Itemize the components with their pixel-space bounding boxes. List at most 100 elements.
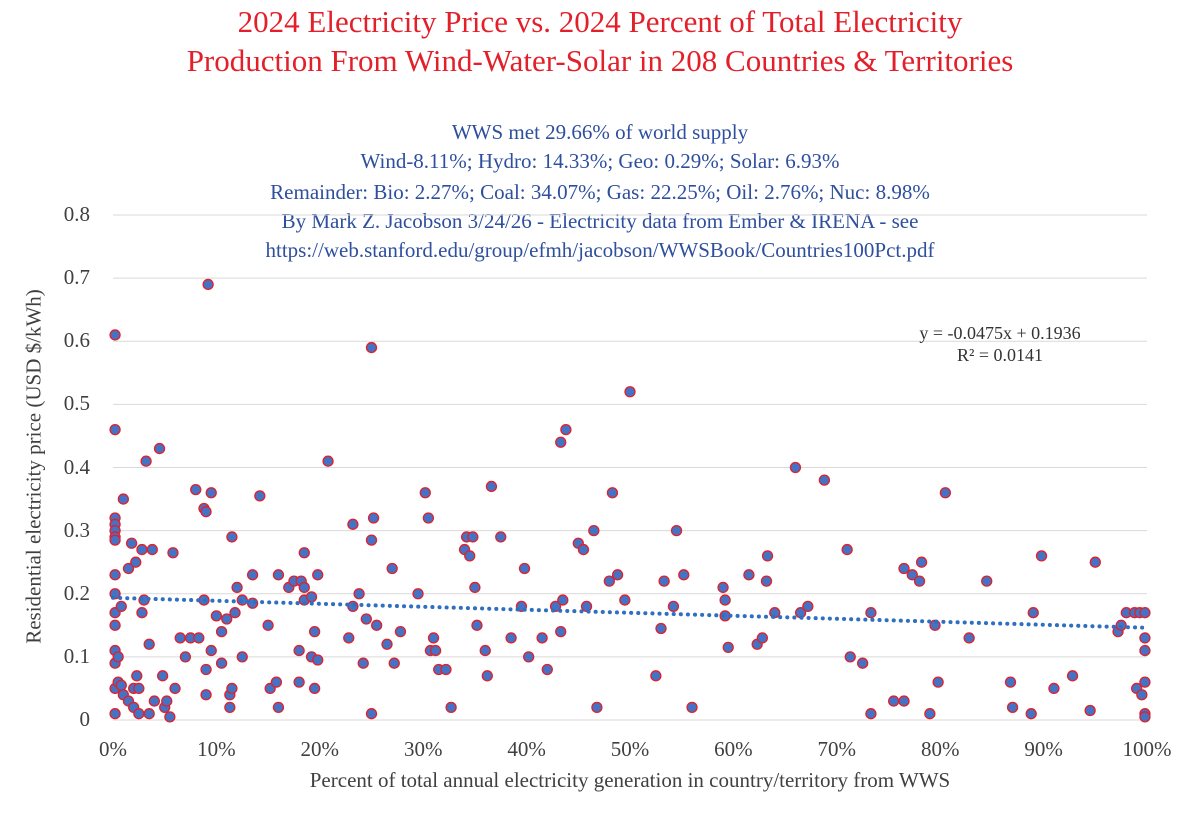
data-point-153 xyxy=(678,569,690,581)
data-point-102 xyxy=(367,512,380,524)
data-point-147 xyxy=(624,386,636,398)
data-point-136 xyxy=(557,594,569,606)
data-point-123 xyxy=(479,644,491,657)
chart-title-line-1: 2024 Electricity Price vs. 2024 Percent … xyxy=(237,4,963,39)
data-point-31 xyxy=(136,607,148,619)
data-point-67 xyxy=(231,581,243,594)
data-point-1 xyxy=(109,423,121,436)
data-point-112 xyxy=(427,632,440,644)
x-tick-label-6: 60% xyxy=(714,737,753,761)
data-point-151 xyxy=(667,600,680,613)
data-point-125 xyxy=(485,480,498,493)
data-point-126 xyxy=(495,531,507,543)
data-point-105 xyxy=(386,562,398,575)
data-point-116 xyxy=(445,701,457,714)
data-point-100 xyxy=(365,708,378,720)
data-point-28 xyxy=(133,682,145,695)
data-point-81 xyxy=(293,676,305,688)
data-point-135 xyxy=(555,625,567,638)
data-point-163 xyxy=(761,550,774,562)
data-point-188 xyxy=(1025,708,1037,720)
data-point-113 xyxy=(429,644,442,657)
data-point-106 xyxy=(388,657,400,669)
data-point-0 xyxy=(109,329,121,341)
x-tick-label-8: 80% xyxy=(920,737,960,761)
x-tick-label-0: 0% xyxy=(99,737,127,761)
chart-title-line-2: Production From Wind-Water-Solar in 208 … xyxy=(186,43,1014,78)
data-point-142 xyxy=(591,701,603,714)
data-point-207 xyxy=(1139,711,1151,723)
data-point-61 xyxy=(221,613,233,625)
data-point-109 xyxy=(419,487,431,499)
data-point-53 xyxy=(200,663,212,676)
data-point-16 xyxy=(112,651,124,663)
data-point-93 xyxy=(343,632,355,644)
data-point-193 xyxy=(1084,704,1096,717)
data-point-92 xyxy=(322,455,334,467)
data-point-161 xyxy=(756,632,769,644)
data-point-132 xyxy=(541,663,553,676)
data-point-95 xyxy=(347,600,359,613)
data-point-148 xyxy=(650,670,662,682)
data-point-96 xyxy=(353,588,365,600)
data-point-202 xyxy=(1139,607,1151,619)
data-point-10 xyxy=(109,619,121,631)
data-point-39 xyxy=(156,670,169,682)
data-point-205 xyxy=(1139,676,1151,688)
data-point-43 xyxy=(167,547,179,559)
data-point-176 xyxy=(898,695,910,707)
annotation-line-4: By Mark Z. Jacobson 3/24/26 - Electricit… xyxy=(281,209,919,233)
data-point-192 xyxy=(1066,670,1079,682)
data-point-101 xyxy=(365,534,378,546)
data-point-152 xyxy=(670,524,683,537)
data-point-77 xyxy=(272,701,285,714)
data-point-173 xyxy=(865,607,877,619)
data-point-26 xyxy=(130,556,142,568)
data-point-172 xyxy=(865,708,877,720)
x-tick-label-2: 20% xyxy=(300,737,340,761)
data-point-170 xyxy=(844,651,856,663)
data-point-121 xyxy=(469,581,481,594)
data-point-34 xyxy=(143,638,155,650)
data-point-65 xyxy=(226,531,238,543)
x-tick-label-7: 70% xyxy=(817,737,857,761)
data-point-139 xyxy=(577,543,590,556)
data-point-131 xyxy=(536,632,548,644)
data-point-167 xyxy=(802,600,814,613)
data-point-29 xyxy=(133,708,145,720)
data-point-41 xyxy=(161,695,173,707)
y-tick-label-2: 0.2 xyxy=(63,580,90,605)
x-tick-label-9: 90% xyxy=(1024,737,1063,761)
x-axis-label: Percent of total annual electricity gene… xyxy=(309,768,951,792)
data-point-62 xyxy=(224,701,236,714)
y-tick-label-4: 0.4 xyxy=(63,454,90,479)
data-point-187 xyxy=(1006,701,1019,714)
data-point-140 xyxy=(580,600,593,613)
trendline-r-squared: R² = 0.0141 xyxy=(956,345,1044,365)
data-point-73 xyxy=(262,619,274,631)
data-point-130 xyxy=(523,651,535,663)
data-point-124 xyxy=(481,670,493,682)
annotation-line-3: Remainder: Bio: 2.27%; Coal: 34.07%; Gas… xyxy=(270,180,930,204)
data-point-134 xyxy=(555,436,567,448)
data-point-90 xyxy=(312,569,324,581)
data-point-99 xyxy=(365,341,378,354)
data-point-158 xyxy=(722,641,734,654)
data-point-46 xyxy=(179,651,192,663)
data-point-37 xyxy=(148,695,161,707)
data-point-86 xyxy=(305,591,318,603)
data-points xyxy=(109,278,1151,723)
data-point-183 xyxy=(939,487,952,499)
data-point-72 xyxy=(254,490,266,502)
data-point-154 xyxy=(686,701,698,714)
data-point-184 xyxy=(963,632,975,644)
y-tick-label-6: 0.6 xyxy=(63,328,90,353)
data-point-98 xyxy=(360,613,372,625)
data-point-49 xyxy=(193,632,205,644)
data-point-38 xyxy=(153,442,166,455)
data-point-104 xyxy=(381,638,393,650)
data-point-19 xyxy=(117,493,129,505)
data-point-21 xyxy=(122,562,135,575)
data-point-89 xyxy=(308,625,321,638)
data-point-45 xyxy=(174,632,186,644)
